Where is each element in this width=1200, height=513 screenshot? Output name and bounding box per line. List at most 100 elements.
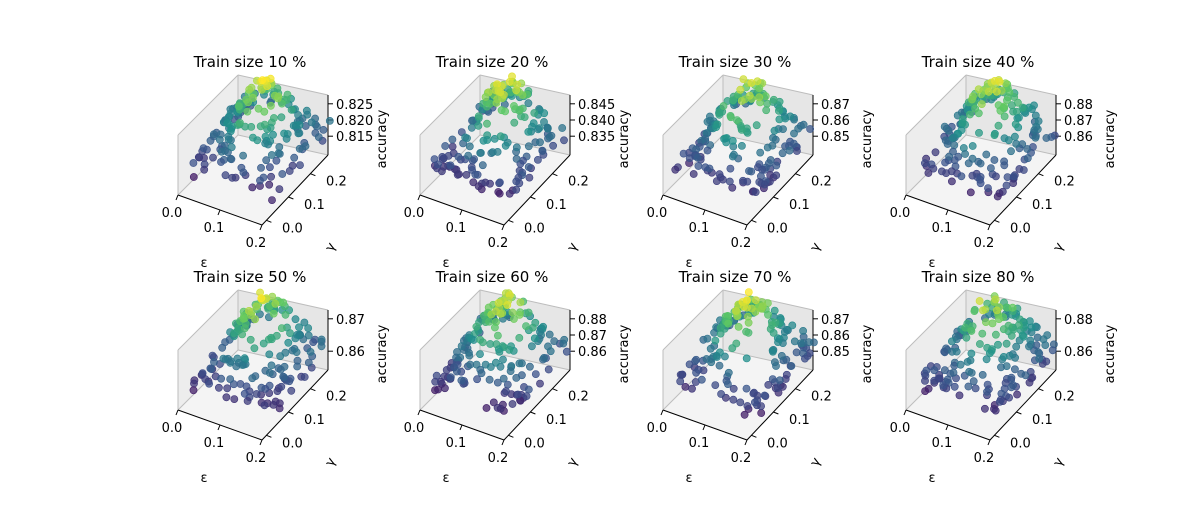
scatter-point: [218, 343, 227, 352]
scatter-point: [763, 99, 771, 108]
x-tick-label: 0.0: [647, 206, 668, 221]
scatter-point: [531, 370, 540, 378]
scatter-point: [544, 365, 553, 374]
scatter-point: [713, 353, 721, 361]
y-tick-label: 0.0: [282, 221, 303, 236]
scatter-point: [1004, 136, 1013, 145]
scatter-point: [307, 118, 316, 127]
scatter-point: [277, 113, 286, 122]
scatter-point: [1007, 331, 1016, 340]
x-axis-label: ε: [685, 471, 692, 486]
scatter-point: [685, 154, 694, 162]
scatter-point: [248, 374, 257, 383]
y-tick-label: 0.2: [1054, 175, 1075, 190]
scatter-point: [524, 163, 533, 171]
scatter-point: [990, 76, 999, 85]
scatter-point: [950, 141, 959, 150]
scatter-point: [745, 167, 753, 175]
scatter-point: [1023, 145, 1032, 153]
x-tick-mark: [744, 439, 748, 446]
pane-edge: [177, 289, 239, 351]
scatter-point: [524, 99, 533, 108]
scatter-point: [538, 147, 547, 155]
x-axis-label: ε: [200, 256, 207, 271]
pane-edge: [905, 289, 967, 351]
scatter-point: [194, 153, 203, 162]
scatter-point: [508, 400, 517, 408]
scatter-point: [492, 358, 500, 367]
scatter-point: [306, 348, 315, 356]
scatter-point: [485, 317, 493, 326]
scatter-point: [437, 167, 446, 176]
scatter-point: [271, 299, 280, 308]
scatter-point: [1048, 346, 1057, 355]
scatter-point: [263, 82, 272, 90]
z-tick-label: 0.86: [1064, 130, 1093, 145]
scatter-point: [977, 100, 986, 108]
scatter-point: [510, 102, 518, 110]
scatter-point: [483, 119, 491, 128]
y-tick-mark: [508, 434, 514, 438]
y-tick-label: 0.2: [1054, 390, 1075, 405]
scatter-point: [536, 138, 544, 147]
scatter-point: [292, 348, 301, 356]
subplot-3: Train size 30 %0.00.10.2ε0.00.10.2γ0.850…: [647, 53, 875, 271]
y-tick-label: 0.0: [1010, 436, 1031, 451]
pane-edge: [479, 349, 571, 371]
scatter-point: [314, 133, 323, 141]
z-tick-label: 0.825: [336, 98, 373, 113]
scatter-point: [257, 383, 266, 392]
scatter-point: [502, 387, 510, 396]
scatter-point: [785, 146, 794, 155]
scatter-point: [725, 177, 734, 186]
x-tick-mark: [217, 209, 221, 216]
scatter-point: [304, 358, 313, 367]
scatter-point: [496, 88, 505, 97]
scatter-point: [559, 339, 568, 348]
scatter-point: [976, 159, 985, 168]
y-tick-label: 0.0: [524, 221, 545, 236]
scatter-point: [294, 129, 303, 138]
scatter-point: [524, 308, 533, 317]
scatter-point: [761, 92, 770, 101]
scatter-point: [267, 172, 275, 181]
scatter-point: [694, 162, 703, 170]
scatter-point: [515, 311, 524, 319]
scatter-point: [703, 117, 712, 126]
scatter-point: [274, 149, 283, 158]
scatter-point: [267, 101, 275, 110]
scatter-point: [955, 391, 964, 400]
scatter-point: [1030, 126, 1039, 134]
scatter-point: [442, 366, 451, 374]
scatter-point: [1011, 365, 1019, 374]
scatter-point: [679, 149, 688, 158]
scatter-point: [760, 391, 769, 400]
scatter-point: [1009, 107, 1017, 116]
scatter-point: [227, 143, 236, 152]
scatter-point: [1007, 373, 1016, 382]
scatter-point: [938, 167, 946, 176]
scatter-point: [763, 143, 772, 152]
x-tick-mark: [175, 194, 179, 201]
scatter-point: [978, 329, 987, 338]
scatter-point: [481, 93, 490, 101]
scatter-point: [769, 329, 778, 337]
y-tick-mark: [994, 219, 1000, 223]
scatter-point: [296, 161, 304, 169]
scatter-point: [685, 360, 694, 369]
scatter-point: [995, 397, 1004, 406]
scatter-point: [215, 135, 224, 144]
z-tick-label: 0.840: [578, 114, 615, 129]
scatter-point: [716, 329, 725, 338]
scatter-point: [742, 327, 750, 336]
scatter-point: [999, 325, 1008, 334]
y-tick-mark: [266, 434, 272, 438]
scatter-point: [464, 151, 473, 160]
scatter-point: [945, 152, 953, 161]
scatter-point: [462, 171, 471, 179]
y-tick-mark: [288, 196, 294, 200]
pane-edge: [177, 74, 239, 136]
y-axis-line: [261, 369, 329, 441]
scatter-point: [278, 99, 286, 108]
scatter-point: [744, 318, 753, 327]
